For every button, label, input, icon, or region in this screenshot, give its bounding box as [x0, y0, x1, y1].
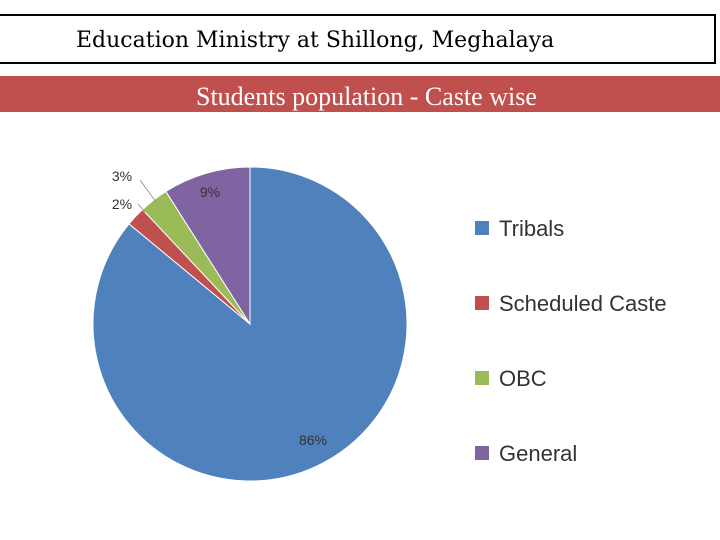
slice-label-tribals: 86%	[299, 432, 327, 448]
header-box: Education Ministry at Shillong, Meghalay…	[0, 14, 716, 64]
slice-label-general: 9%	[200, 184, 220, 200]
legend-label-tribals: Tribals	[499, 216, 564, 241]
legend-swatch-obc	[475, 371, 489, 385]
legend-label-scheduled-caste: Scheduled Caste	[499, 291, 667, 316]
pie-slices	[92, 166, 408, 482]
leader-line	[137, 203, 146, 213]
chart-subtitle: Students population - Caste wise	[196, 82, 537, 111]
legend-swatch-scheduled-caste	[475, 296, 489, 310]
legend-swatch-general	[475, 446, 489, 460]
legend-swatch-tribals	[475, 221, 489, 235]
subtitle-banner: Students population - Caste wise	[0, 74, 720, 112]
leader-lines	[137, 179, 157, 213]
legend-label-general: General	[499, 441, 577, 466]
legend: Tribals Scheduled Caste OBC General	[475, 216, 667, 466]
slice-label-scheduled-caste: 2%	[112, 196, 132, 212]
pie-slice-general	[165, 166, 251, 326]
slice-label-obc: 3%	[112, 168, 132, 184]
legend-label-obc: OBC	[499, 366, 547, 391]
slice-labels: 86% 2% 3% 9%	[112, 168, 327, 448]
page-title: Education Ministry at Shillong, Meghalay…	[76, 28, 555, 53]
leader-line	[139, 179, 157, 203]
